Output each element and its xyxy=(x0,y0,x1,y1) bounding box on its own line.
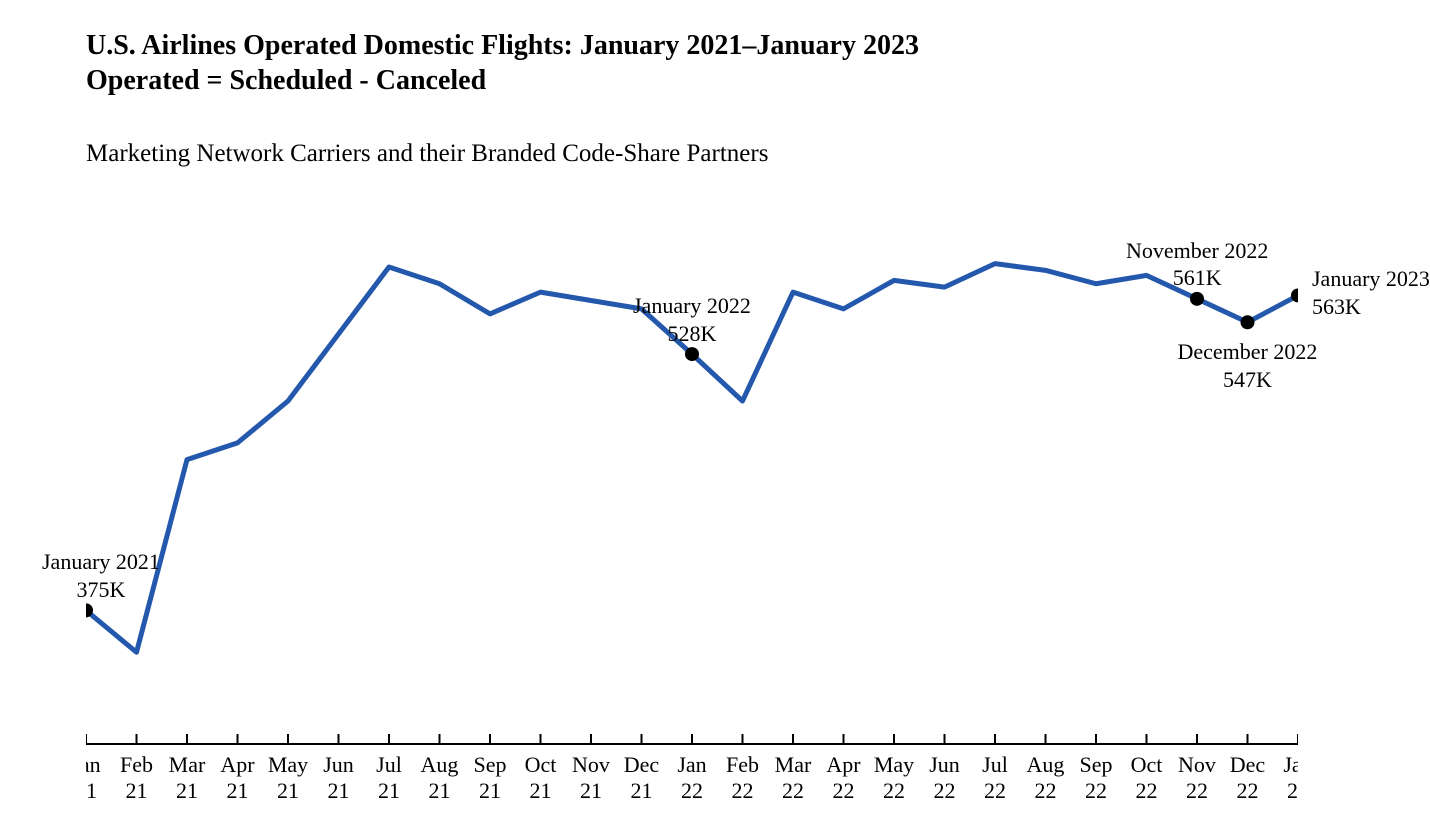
x-axis-year-label: 22 xyxy=(934,778,956,803)
data-marker xyxy=(685,347,699,361)
x-axis-month-label: Mar xyxy=(169,752,206,777)
data-marker xyxy=(1190,292,1204,306)
x-axis-month-label: Nov xyxy=(572,752,610,777)
x-axis-month-label: Jun xyxy=(323,752,354,777)
title-line1: U.S. Airlines Operated Domestic Flights:… xyxy=(86,28,919,63)
callout-line1: December 2022 xyxy=(1178,338,1318,366)
x-axis-year-label: 22 xyxy=(782,778,804,803)
x-axis-month-label: Jun xyxy=(929,752,960,777)
x-axis-year-label: 22 xyxy=(1035,778,1057,803)
x-axis-month-label: May xyxy=(268,752,308,777)
x-axis-month-label: Aug xyxy=(421,752,459,777)
x-axis-year-label: 21 xyxy=(530,778,552,803)
x-axis-year-label: 22 xyxy=(984,778,1006,803)
x-axis-year-label: 21 xyxy=(479,778,501,803)
x-axis-month-label: Sep xyxy=(1080,752,1113,777)
callout-line2: 528K xyxy=(633,320,751,348)
x-axis-month-label: Sep xyxy=(474,752,507,777)
callout-label: December 2022547K xyxy=(1178,338,1318,393)
x-axis-month-label: Feb xyxy=(120,752,153,777)
x-axis-year-label: 21 xyxy=(277,778,299,803)
callout-line1: November 2022 xyxy=(1126,237,1268,265)
x-axis-year-label: 21 xyxy=(328,778,350,803)
x-axis-year-label: 21 xyxy=(227,778,249,803)
callout-label: November 2022561K xyxy=(1126,237,1268,292)
x-axis-year-label: 21 xyxy=(378,778,400,803)
x-axis-year-label: 21 xyxy=(631,778,653,803)
x-axis-month-label: Oct xyxy=(1131,752,1163,777)
x-axis-year-label: 21 xyxy=(86,778,97,803)
x-axis-month-label: Mar xyxy=(775,752,812,777)
callout-line2: 563K xyxy=(1312,293,1430,321)
callout-line1: January 2023 xyxy=(1312,265,1430,293)
x-axis-year-label: 22 xyxy=(1186,778,1208,803)
x-axis-year-label: 22 xyxy=(1136,778,1158,803)
x-axis-month-label: Feb xyxy=(726,752,759,777)
x-axis-year-label: 23 xyxy=(1287,778,1298,803)
x-axis-month-label: Apr xyxy=(220,752,255,777)
callout-line1: January 2021 xyxy=(42,548,160,576)
title-line2: Operated = Scheduled - Canceled xyxy=(86,63,919,98)
x-axis-month-label: Jan xyxy=(86,752,101,777)
x-axis-month-label: Jan xyxy=(677,752,706,777)
x-axis-year-label: 21 xyxy=(429,778,451,803)
x-axis-year-label: 22 xyxy=(732,778,754,803)
x-axis-month-label: Oct xyxy=(525,752,557,777)
x-axis-year-label: 22 xyxy=(681,778,703,803)
x-axis-year-label: 21 xyxy=(176,778,198,803)
x-axis-year-label: 21 xyxy=(580,778,602,803)
line-chart: Jan21Feb21Mar21Apr21May21Jun21Jul21Aug21… xyxy=(86,200,1298,756)
x-axis-month-label: Dec xyxy=(1230,752,1266,777)
subtitle: Marketing Network Carriers and their Bra… xyxy=(86,140,768,168)
x-axis-year-label: 22 xyxy=(1085,778,1107,803)
x-axis-month-label: May xyxy=(874,752,914,777)
callout-line2: 561K xyxy=(1126,264,1268,292)
x-axis-year-label: 22 xyxy=(1237,778,1259,803)
x-axis-month-label: Nov xyxy=(1178,752,1216,777)
x-axis-year-label: 22 xyxy=(833,778,855,803)
data-marker xyxy=(1241,315,1255,329)
callout-label: January 2021375K xyxy=(42,548,160,603)
x-axis-month-label: Dec xyxy=(624,752,660,777)
x-axis-month-label: Aug xyxy=(1027,752,1065,777)
x-axis-month-label: Jul xyxy=(982,752,1008,777)
x-axis-month-label: Jul xyxy=(376,752,402,777)
callout-line2: 547K xyxy=(1178,366,1318,394)
x-axis-year-label: 22 xyxy=(883,778,905,803)
callout-label: January 2023563K xyxy=(1312,265,1430,320)
callout-line1: January 2022 xyxy=(633,292,751,320)
callout-label: January 2022528K xyxy=(633,292,751,347)
x-axis-month-label: Jan xyxy=(1283,752,1298,777)
chart-container: U.S. Airlines Operated Domestic Flights:… xyxy=(0,0,1430,831)
callout-line2: 375K xyxy=(42,576,160,604)
x-axis-year-label: 21 xyxy=(126,778,148,803)
x-axis-month-label: Apr xyxy=(826,752,861,777)
title-block: U.S. Airlines Operated Domestic Flights:… xyxy=(86,28,919,98)
